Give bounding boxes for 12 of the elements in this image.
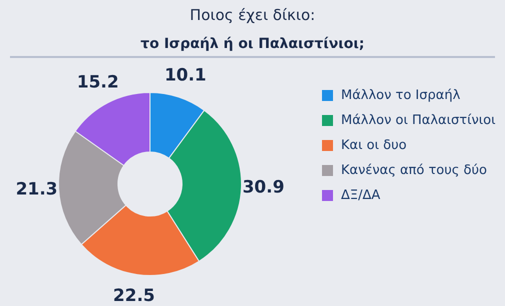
data-label: 30.9 (242, 177, 284, 198)
chart-subtitle: το Ισραήλ ή οι Παλαιστίνιοι; (10, 36, 495, 58)
data-label: 22.5 (113, 286, 155, 306)
data-label: 15.2 (76, 72, 119, 93)
legend-label: Κανένας από τους δύο (341, 163, 487, 178)
legend-label: Και οι δυο (341, 138, 407, 153)
chart-title: Ποιος έχει δίκιο: (188, 6, 316, 24)
legend-label: Μάλλον οι Παλαιστίνιοι (341, 113, 496, 128)
data-label: 10.1 (164, 66, 206, 86)
legend-label: Μάλλον το Ισραήλ (341, 88, 460, 103)
data-label: 21.3 (16, 179, 58, 200)
legend-label: ΔΞ/ΔΑ (341, 188, 380, 203)
